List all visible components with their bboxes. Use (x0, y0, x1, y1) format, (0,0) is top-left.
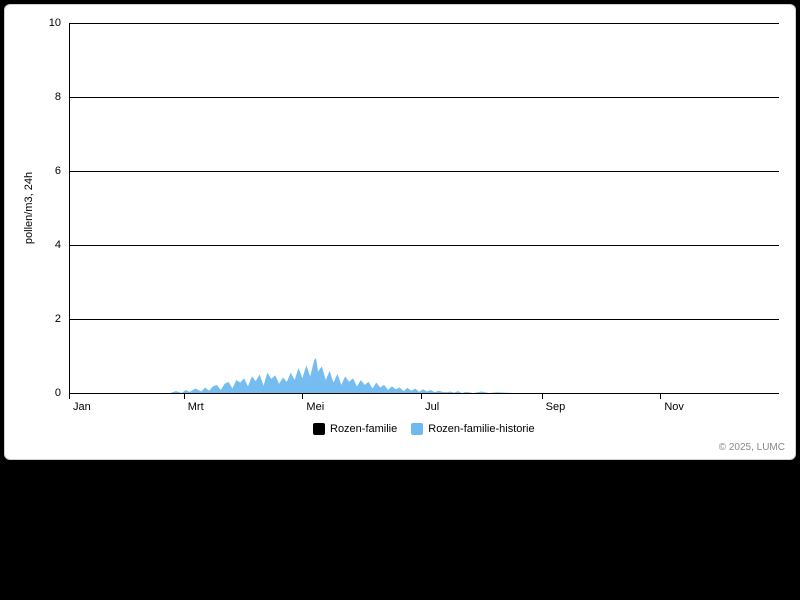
xtick-mark (69, 393, 70, 399)
legend-label: Rozen-familie-historie (428, 423, 534, 435)
legend-swatch (313, 423, 325, 435)
ytick-label: 8 (55, 91, 69, 103)
chart-card: pollen/m3, 24h 0246810JanMrtMeiJulSepNov… (4, 4, 796, 460)
xtick-mark (302, 393, 303, 399)
xtick-label: Jul (425, 401, 439, 413)
legend: Rozen-familie Rozen-familie-historie (313, 423, 535, 435)
xtick-label: Mei (306, 401, 324, 413)
ytick-label: 2 (55, 313, 69, 325)
ytick-label: 6 (55, 165, 69, 177)
legend-label: Rozen-familie (330, 423, 397, 435)
gridline (69, 171, 779, 172)
xtick-mark (184, 393, 185, 399)
gridline (69, 97, 779, 98)
xtick-label: Mrt (188, 401, 204, 413)
plot-area: 0246810JanMrtMeiJulSepNov (69, 23, 779, 393)
area-historie (170, 358, 512, 393)
xtick-mark (421, 393, 422, 399)
xtick-mark (660, 393, 661, 399)
gridline (69, 319, 779, 320)
gridline (69, 23, 779, 24)
xtick-mark (542, 393, 543, 399)
legend-item[interactable]: Rozen-familie (313, 423, 397, 435)
ytick-label: 4 (55, 239, 69, 251)
chart-svg (69, 23, 779, 393)
y-axis-title: pollen/m3, 24h (23, 172, 35, 244)
ytick-label: 0 (55, 387, 69, 399)
xtick-label: Jan (73, 401, 91, 413)
legend-item[interactable]: Rozen-familie-historie (411, 423, 534, 435)
xtick-label: Nov (664, 401, 684, 413)
ytick-label: 10 (49, 17, 69, 29)
gridline (69, 393, 779, 394)
credit-text: © 2025, LUMC (719, 442, 785, 453)
gridline (69, 245, 779, 246)
xtick-label: Sep (546, 401, 566, 413)
legend-swatch (411, 423, 423, 435)
